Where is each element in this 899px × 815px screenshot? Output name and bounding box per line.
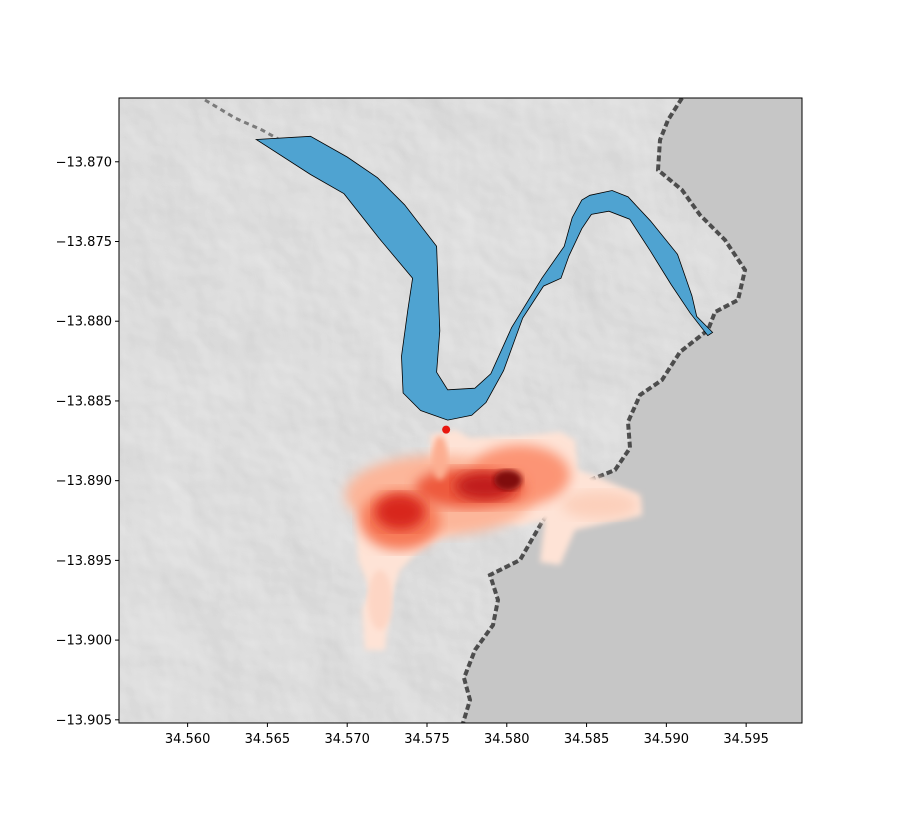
shoreline [461,98,748,723]
x-tick-label: 34.565 [245,732,291,747]
x-tick-label: 34.570 [324,732,370,747]
y-tick-label: −13.880 [56,315,112,330]
y-tick-label: −13.875 [56,235,112,250]
x-tick-label: 34.560 [165,732,211,747]
axes-frame [118,97,803,724]
x-tick-label: 34.590 [644,732,690,747]
marker-layer [442,425,451,434]
x-tick-label: 34.595 [723,732,769,747]
x-axis: 34.560 34.565 34.570 34.575 34.580 34.585 34.5… [165,723,769,747]
y-tick-label: −13.870 [56,155,112,170]
source-marker [442,425,451,434]
y-tick-label: −13.900 [56,634,112,649]
x-tick-label: 34.585 [564,732,610,747]
river-layer [254,135,714,421]
y-tick-label: −13.885 [56,394,112,409]
river-polygon [254,135,714,421]
y-tick-label: −13.890 [56,474,112,489]
lake-water [463,98,802,723]
y-axis: −13.870 −13.875 −13.880 −13.885 −13.890 −13.8… [56,155,119,728]
y-tick-label: −13.895 [56,554,112,569]
x-tick-label: 34.575 [404,732,450,747]
y-tick-label: −13.905 [56,713,112,728]
heatmap-layer [345,430,642,650]
x-tick-label: 34.580 [484,732,530,747]
